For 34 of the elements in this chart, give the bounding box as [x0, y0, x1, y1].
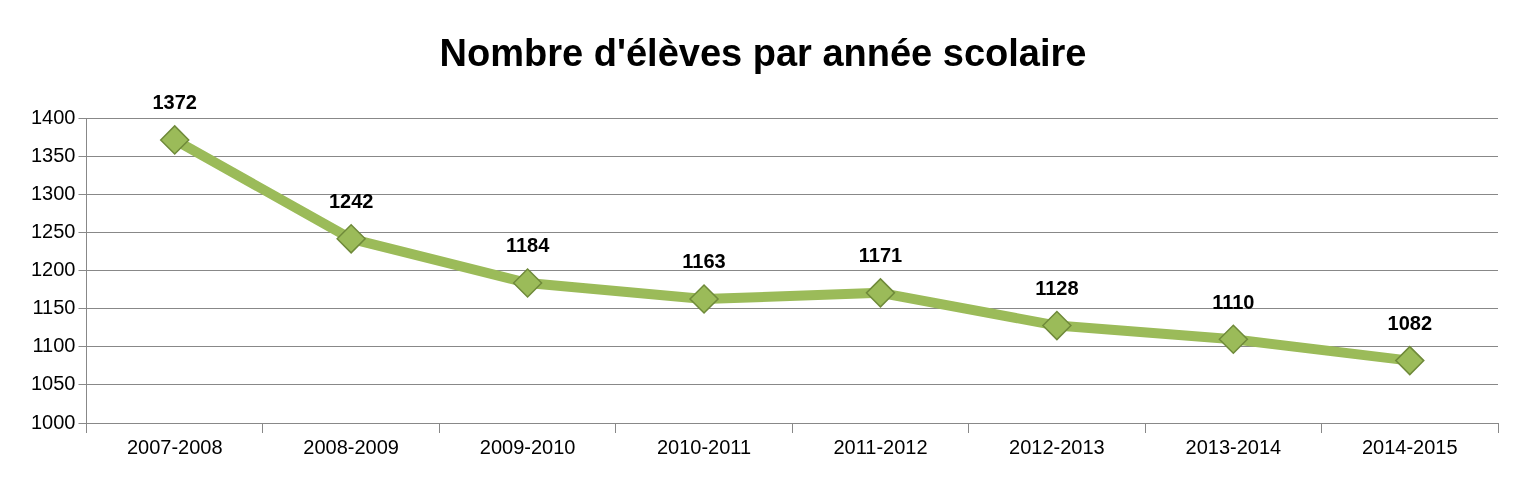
point — [689, 284, 719, 314]
point — [1042, 310, 1072, 341]
y-tick-label: 1400 — [30, 106, 76, 129]
point — [1218, 324, 1249, 355]
data-label: 1082 — [1387, 312, 1433, 335]
y-tick-label: 1050 — [30, 372, 76, 395]
y-tick-label: 1150 — [32, 296, 76, 319]
x-tick-label: 2012-2013 — [1009, 435, 1105, 458]
data-label: 1163 — [682, 250, 726, 273]
x-tick-label: 2008-2009 — [303, 435, 399, 458]
x-tick-label: 2011-2012 — [833, 435, 928, 458]
y-tick-label: 1250 — [30, 220, 76, 243]
x-tick-label: 2009-2010 — [479, 435, 576, 458]
x-tick-label: 2014-2015 — [1361, 435, 1458, 458]
point — [865, 278, 896, 308]
y-tick-label: 1300 — [30, 182, 76, 205]
y-tick-label: 1100 — [32, 334, 76, 357]
data-label: 1110 — [1212, 290, 1255, 313]
point — [159, 125, 190, 155]
y-tick-label: 1200 — [30, 258, 76, 281]
point — [336, 224, 366, 254]
y-tick-label: 1000 — [30, 410, 76, 433]
data-label: 1128 — [1035, 277, 1079, 300]
point — [512, 268, 543, 298]
x-tick-label: 2010-2011 — [656, 435, 752, 458]
y-tick-label: 1350 — [30, 144, 76, 167]
point — [1395, 345, 1425, 376]
data-label: 1242 — [328, 190, 374, 213]
x-tick-label: 2013-2014 — [1185, 435, 1282, 458]
data-label: 1372 — [152, 91, 197, 114]
x-tick-label: 2007-2008 — [126, 435, 223, 458]
chart-title: Nombre d'élèves par année scolaire — [439, 32, 1087, 75]
data-label: 1171 — [858, 244, 903, 267]
data-label: 1184 — [505, 234, 551, 257]
